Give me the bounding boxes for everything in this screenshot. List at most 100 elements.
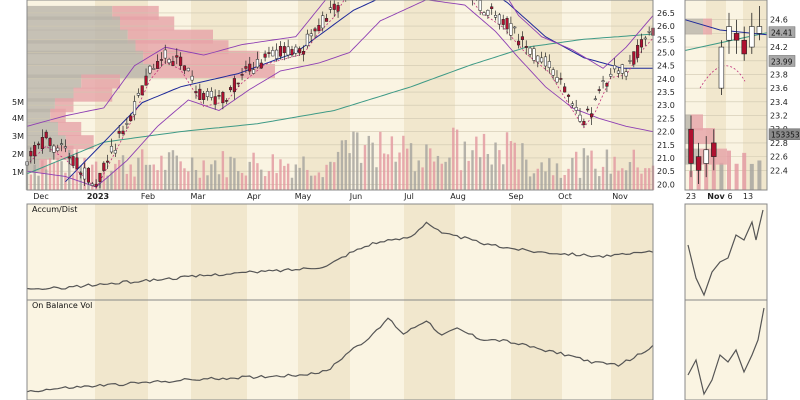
volume-bar [601, 166, 605, 190]
volume-bar [448, 157, 451, 190]
candle-body [305, 33, 309, 47]
zoom-volume-bar [749, 163, 754, 190]
volume-bar [367, 135, 371, 190]
candle-body [213, 96, 217, 105]
candle-body [601, 80, 605, 82]
candle-body [328, 7, 332, 10]
volume-bar [578, 177, 582, 190]
volume-bar [329, 161, 332, 190]
volume-bar [125, 173, 129, 190]
volume-bar [56, 157, 59, 190]
zoom-obv-line [687, 307, 765, 396]
candle-body [282, 46, 286, 54]
candle-body [309, 33, 313, 37]
x-axis-label: Jun [349, 192, 363, 201]
zoom-volume-bar [727, 150, 731, 190]
zoom-price-panel: 24.624.424.224.023.823.623.423.223.022.8… [684, 0, 800, 201]
candle-body [102, 162, 106, 171]
candle-body [217, 95, 221, 97]
zoom-candle-body [711, 142, 717, 157]
volume-bar [263, 176, 267, 190]
candle-body [29, 151, 33, 157]
volume-bar [463, 141, 467, 190]
price-panel-border [26, 0, 654, 191]
candle-body [186, 67, 190, 72]
volume-bar [213, 160, 217, 190]
volume-bar [390, 136, 394, 190]
volume-profile-up [27, 50, 144, 65]
x-axis-label: Dec [33, 192, 48, 201]
month-band [404, 300, 455, 400]
volume-bar [406, 148, 409, 190]
volume-bar [290, 177, 294, 190]
volume-bar [167, 152, 171, 190]
volume-bar [436, 155, 440, 190]
zoom-obv-panel [684, 299, 768, 400]
volume-bar [371, 142, 374, 190]
price-tick-label: 22.0 [657, 128, 675, 137]
volume-bar [275, 173, 278, 190]
volume-tick-label: 1M [12, 168, 24, 177]
volume-bar [179, 161, 182, 190]
volume-profile-down [50, 108, 66, 123]
volume-bar [567, 168, 570, 190]
volume-bar [340, 140, 344, 190]
volume-bar [313, 175, 317, 190]
zoom-volume-profile-up [685, 18, 703, 35]
candle-body [543, 56, 548, 67]
month-band [611, 300, 653, 400]
volume-bar [624, 170, 628, 190]
volume-bar [375, 167, 378, 190]
price-flag-box [768, 26, 796, 38]
obv-label: On Balance Vol [32, 301, 92, 310]
candle-body [175, 55, 179, 58]
candle-body [586, 108, 590, 111]
volume-bar [459, 170, 463, 190]
volume-bar [187, 171, 190, 190]
candle-body [232, 78, 236, 92]
zoom-candle-body [756, 26, 763, 34]
volume-bar [336, 151, 340, 190]
volume-profile-up [27, 40, 136, 55]
zoom-x-axis: 23 Nov 6 13 [686, 192, 753, 201]
candle-body [132, 101, 137, 116]
candle-body [36, 143, 41, 146]
volume-bar [133, 176, 136, 190]
candle-body [252, 69, 256, 74]
candle-body [559, 78, 563, 80]
volume-bar [613, 156, 616, 190]
candle-body [624, 71, 628, 77]
volume-bar [237, 171, 240, 190]
volume-bar [429, 148, 432, 190]
volume-bar [540, 162, 543, 190]
price-tick-label: 23.5 [657, 88, 675, 97]
candle-body [167, 59, 171, 64]
zoom-price-axis: 24.624.424.224.023.823.623.423.223.022.8… [770, 16, 788, 176]
candle-body [209, 91, 213, 98]
candle-body [148, 65, 152, 74]
candle-body [263, 53, 267, 58]
accum-dist-line [26, 221, 654, 291]
volume-bar [440, 163, 443, 190]
candle-body [478, 0, 482, 11]
candle-body [171, 61, 175, 66]
candle-body [244, 66, 248, 69]
volume-bar [455, 129, 459, 190]
month-band [404, 204, 455, 300]
zoom-candle-body [718, 46, 725, 89]
candle-body [317, 25, 321, 32]
candle-body [90, 183, 94, 186]
volume-bar [386, 154, 390, 190]
candle-body [86, 167, 90, 183]
volume-bar [29, 174, 33, 190]
volume-bar [306, 169, 309, 190]
volume-bar [525, 159, 528, 190]
volume-bar [571, 157, 574, 190]
price-tick-label: 24.5 [657, 62, 675, 71]
volume-bar [382, 153, 386, 190]
price-panel: 26.5 26.0 25.5 25.0 24.5 24.0 23.5 23.0 22.5 22.0… [12, 0, 675, 201]
volume-bar [252, 152, 255, 190]
volume-profile-down [58, 121, 82, 136]
candle-body [566, 94, 571, 97]
